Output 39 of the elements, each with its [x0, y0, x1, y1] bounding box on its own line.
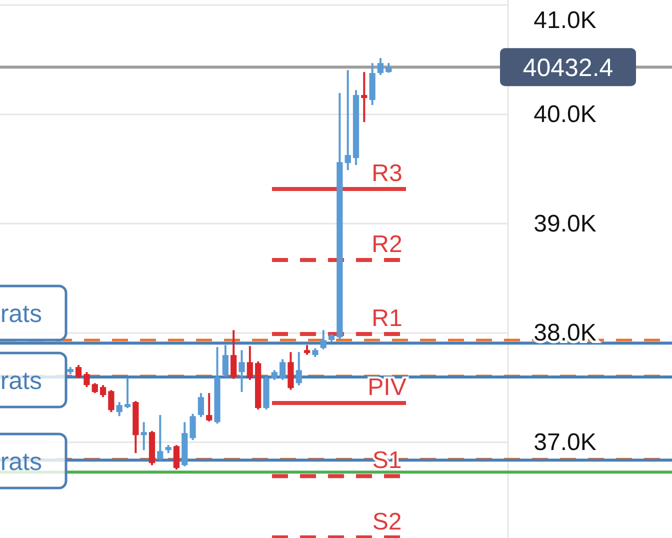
ref-line-label: R2: [372, 231, 402, 258]
y-tick-label: 41.0K: [534, 6, 596, 34]
annotation: rats: [0, 367, 42, 395]
candlestick: [361, 71, 368, 124]
candlestick: [84, 371, 90, 388]
candlestick: [116, 401, 122, 418]
candlestick: [246, 345, 253, 381]
candlestick: [157, 414, 164, 462]
candlestick: [100, 384, 106, 398]
candlestick: [377, 57, 384, 76]
candlestick: [75, 364, 82, 380]
y-tick-label: 40.0K: [534, 101, 596, 128]
annotation: rats: [0, 300, 42, 328]
ref-line-label: R1: [372, 305, 402, 332]
candlestick: [92, 382, 98, 394]
y-tick-label: 39.0K: [534, 210, 596, 238]
candlestick: [230, 329, 237, 380]
candlestick: [386, 62, 392, 74]
candlestick: [108, 389, 114, 414]
candlestick: [206, 392, 212, 422]
candlestick: [173, 444, 180, 471]
candlestick: [140, 421, 147, 452]
candlestick: [296, 351, 302, 386]
candlestick: [280, 358, 286, 381]
candlestick: [304, 344, 310, 356]
candlestick: [238, 349, 245, 393]
ref-line-label: S2: [372, 508, 402, 536]
candlestick: [124, 377, 131, 410]
ref-line-label: R3: [372, 160, 402, 187]
ref-line-label: PIV: [368, 374, 406, 402]
annotation: 40432.4: [522, 54, 614, 82]
annotation: rats: [0, 448, 42, 476]
candlestick: [190, 412, 196, 442]
candlestick: [320, 329, 326, 350]
candlestick: [222, 344, 228, 378]
y-tick-label: 37.0K: [534, 428, 596, 456]
candlestick: [198, 392, 204, 418]
candlestick: [271, 369, 278, 381]
candlestick: [344, 69, 351, 172]
